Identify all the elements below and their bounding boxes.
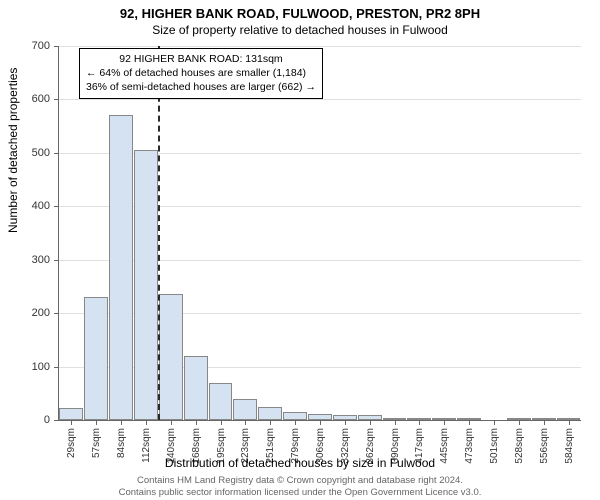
y-tick-label: 700 <box>0 40 50 52</box>
plot-area: 92 HIGHER BANK ROAD: 131sqm ← 64% of det… <box>58 46 581 421</box>
x-tick-label: 57sqm <box>91 428 102 458</box>
x-tick-mark <box>71 420 72 425</box>
bar <box>159 294 183 420</box>
y-tick-label: 400 <box>0 200 50 212</box>
annotation-line2: ← 64% of detached houses are smaller (1,… <box>86 66 316 80</box>
x-tick-mark <box>544 420 545 425</box>
x-tick-mark <box>494 420 495 425</box>
bar <box>233 399 257 420</box>
bars-group <box>59 46 581 420</box>
y-tick-label: 300 <box>0 254 50 266</box>
bar <box>134 150 158 420</box>
x-tick-mark <box>96 420 97 425</box>
x-tick-mark <box>121 420 122 425</box>
bar <box>84 297 108 420</box>
y-tick-label: 0 <box>0 414 50 426</box>
x-tick-mark <box>221 420 222 425</box>
x-tick-mark <box>270 420 271 425</box>
property-marker-line <box>158 46 160 420</box>
footer-line2: Contains public sector information licen… <box>0 487 600 498</box>
footer-attribution: Contains HM Land Registry data © Crown c… <box>0 475 600 498</box>
x-tick-mark <box>146 420 147 425</box>
annotation-line3: 36% of semi-detached houses are larger (… <box>86 80 316 94</box>
x-tick-mark <box>419 420 420 425</box>
bar <box>109 115 133 420</box>
annotation-box: 92 HIGHER BANK ROAD: 131sqm ← 64% of det… <box>79 48 323 99</box>
x-axis-label: Distribution of detached houses by size … <box>0 456 600 470</box>
bar <box>184 356 208 420</box>
y-tick-mark <box>54 420 59 421</box>
x-tick-mark <box>469 420 470 425</box>
y-tick-label: 600 <box>0 93 50 105</box>
x-tick-mark <box>320 420 321 425</box>
x-tick-mark <box>171 420 172 425</box>
x-tick-label: 29sqm <box>66 428 77 458</box>
chart-title-sub: Size of property relative to detached ho… <box>0 21 600 37</box>
x-tick-mark <box>519 420 520 425</box>
chart-container: 92, HIGHER BANK ROAD, FULWOOD, PRESTON, … <box>0 0 600 500</box>
x-tick-mark <box>295 420 296 425</box>
x-tick-label: 84sqm <box>116 428 127 458</box>
bar <box>59 408 83 420</box>
x-tick-mark <box>444 420 445 425</box>
bar <box>283 412 307 420</box>
x-tick-mark <box>395 420 396 425</box>
x-tick-mark <box>245 420 246 425</box>
annotation-line1: 92 HIGHER BANK ROAD: 131sqm <box>86 52 316 66</box>
x-tick-mark <box>569 420 570 425</box>
bar <box>258 407 282 420</box>
y-tick-label: 500 <box>0 147 50 159</box>
bar <box>209 383 233 420</box>
y-tick-label: 100 <box>0 361 50 373</box>
footer-line1: Contains HM Land Registry data © Crown c… <box>0 475 600 486</box>
x-tick-mark <box>345 420 346 425</box>
chart-title-main: 92, HIGHER BANK ROAD, FULWOOD, PRESTON, … <box>0 0 600 21</box>
y-tick-label: 200 <box>0 307 50 319</box>
x-tick-mark <box>370 420 371 425</box>
x-tick-mark <box>196 420 197 425</box>
